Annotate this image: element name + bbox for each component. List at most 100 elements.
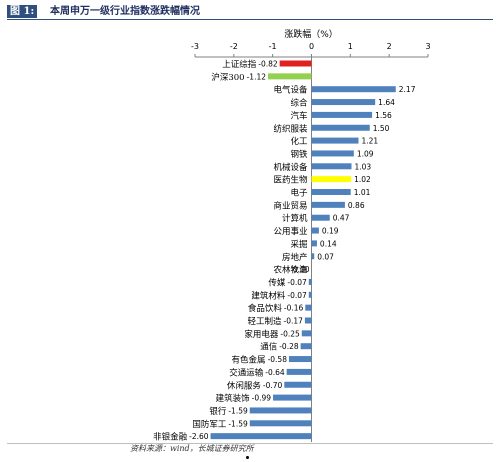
data-label: -2.60 [189,432,209,441]
category-label: 有色金属 [232,355,266,366]
x-tick-label: 2 [387,42,392,51]
bar [288,356,312,363]
bar-chart: 涨跌幅（%） -3 -2 -1 0 1 2 3 上证综指 -0.82 沪深300 -1.12 电气设… [153,28,431,442]
data-label: -0.99 [252,394,272,403]
bar [286,368,312,375]
bar [311,253,315,260]
data-label: -0.58 [268,355,288,364]
category-label: 机械设备 [273,162,308,173]
data-label: -1.59 [228,406,248,415]
labels-layer: 上证综指 -0.82 沪深300 -1.12 电气设备 2.17 综合 1.64 汽车 1.56 纺… [153,59,416,442]
data-label: 1.21 [361,137,378,146]
category-label: 国防军工 [192,419,227,430]
bar [301,330,312,337]
category-label: 轻工制造 [247,316,282,327]
category-label: 纺织服装 [273,123,308,134]
bar [311,176,352,183]
data-label: 1.50 [373,124,390,133]
data-label: 1.02 [354,175,371,184]
bars-layer [210,60,396,440]
bar [273,394,312,401]
figure-header: 图 1: 本周申万一级行业指数涨跌幅情况 [0,2,499,20]
data-label: -0.28 [279,342,299,351]
bar [305,304,312,311]
data-label: 2.17 [399,85,416,94]
data-label: 0.07 [317,252,334,261]
data-label: 1.56 [375,111,392,120]
category-label: 化工 [290,136,308,147]
data-label: -0.07 [287,291,307,300]
data-label: -0.07 [287,278,307,287]
data-label: 0.14 [320,239,337,248]
category-label: 农林牧渔 [273,265,308,276]
category-label: 电气设备 [273,85,308,96]
bar [311,111,373,118]
category-label: 电子 [290,188,308,199]
category-label: 非银金融 [153,432,188,442]
category-label: 建筑装饰 [216,393,251,404]
figure-title: 本周申万一级行业指数涨跌幅情况 [50,6,200,17]
category-label: 沪深300 [211,72,244,83]
x-tick-label: 3 [425,42,430,51]
category-label: 建筑材料 [251,290,286,301]
bar [311,99,376,106]
x-tick-label: -3 [191,42,199,51]
bar [249,420,312,427]
category-label: 家用电器 [244,329,279,340]
data-label: -0.17 [283,317,303,326]
source-note: 资料来源：wind，长城证券研究所 [130,444,254,453]
data-label: 1.03 [354,162,371,171]
category-label: 休闲服务 [227,380,262,391]
category-label: 房地产 [282,252,308,263]
data-label: -0.64 [265,368,285,377]
bar [308,278,312,285]
bar [311,137,359,144]
page-dot [246,456,249,459]
figure-tag: 图 1: [7,5,38,18]
category-label: 食品饮料 [248,303,283,314]
data-label: 0.86 [348,201,365,210]
category-label: 钢铁 [290,149,308,160]
data-label: -0.70 [263,381,283,390]
bar [311,124,370,131]
x-tick-label: 0 [309,42,314,51]
bar [311,150,354,157]
bar [308,291,312,298]
bar [284,381,312,388]
x-tick-label: 1 [348,42,353,51]
data-label: -0.82 [258,60,278,69]
data-label: 0.47 [333,214,350,223]
data-label: -1.12 [247,72,267,81]
category-label: 综合 [290,98,308,109]
bar [300,343,312,350]
category-label: 传媒 [268,277,286,288]
bar [311,214,330,221]
bar [311,201,345,208]
data-label: -1.59 [228,419,248,428]
data-label: 0.00 [293,265,310,274]
bar [311,189,351,195]
category-label: 商业贸易 [273,200,307,211]
data-label: -0.16 [284,304,304,313]
bar [311,163,352,170]
category-label: 银行 [209,406,227,417]
bar [311,86,396,93]
bar [279,60,312,67]
chart-title: 涨跌幅（%） [284,28,338,40]
category-label: 上证综指 [222,59,257,70]
data-label: 1.01 [354,188,371,197]
category-label: 公用事业 [273,226,307,237]
category-label: 通信 [260,342,278,353]
category-label: 医药生物 [273,175,308,186]
bar [268,73,312,80]
x-tick-label: -2 [230,42,238,51]
data-label: 1.09 [357,149,374,158]
category-label: 交通运输 [229,367,264,378]
data-label: 0.19 [322,227,339,236]
bar [210,433,312,440]
category-label: 采掘 [290,239,307,250]
category-label: 计算机 [282,213,308,224]
bar [249,407,312,414]
bar [304,317,312,324]
axis-layer: -3 -2 -1 0 1 2 3 [191,42,431,442]
